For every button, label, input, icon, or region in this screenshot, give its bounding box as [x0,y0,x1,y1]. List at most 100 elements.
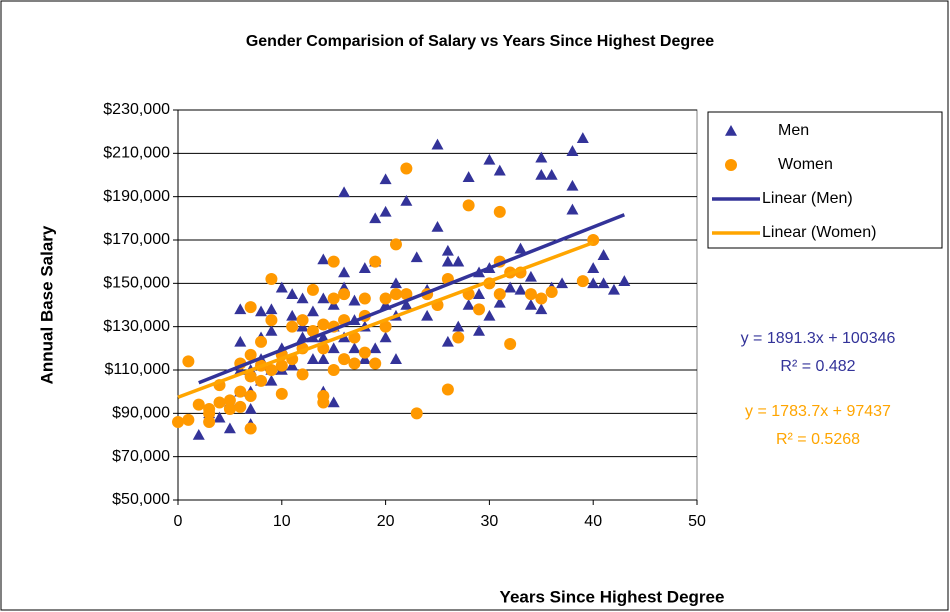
point-women [255,374,268,387]
y-tick-label: $190,000 [103,188,170,205]
point-men [348,342,361,354]
point-men [618,275,631,286]
point-women [493,205,506,218]
point-men [379,331,392,343]
y-tick-label: $230,000 [103,101,170,118]
point-men [483,309,496,321]
point-men [369,212,382,224]
point-men [358,262,371,273]
point-men [452,255,465,267]
point-men [431,138,444,150]
x-tick-label: 10 [273,513,291,530]
point-women [306,283,319,296]
point-men [255,305,268,317]
point-women [255,335,268,348]
legend-label: Men [778,122,809,139]
point-men [597,277,610,289]
point-women [389,238,402,251]
legend-label: Linear (Men) [762,190,853,207]
annotation: R² = 0.5268 [776,431,860,448]
x-axis-label: Years Since Highest Degree [500,587,725,606]
point-men [566,203,579,215]
point-women [545,286,558,298]
point-men [317,292,330,304]
point-women [265,273,278,285]
point-women [379,320,392,333]
x-tick-label: 50 [688,513,706,530]
point-women [182,413,195,426]
point-men [524,299,537,310]
point-men [607,283,620,295]
legend [707,111,943,249]
point-men [317,253,330,265]
point-women [244,370,257,383]
point-women [441,383,454,396]
x-tick-label: 0 [174,513,183,530]
point-women [410,407,423,420]
point-women [327,292,340,305]
point-women [317,390,330,402]
point-men [410,251,423,263]
point-women [369,357,382,370]
point-women [358,292,371,305]
y-tick-label: $50,000 [112,491,170,508]
point-men [452,320,465,332]
y-tick-label: $90,000 [112,405,170,422]
y-tick-label: $210,000 [103,145,170,162]
annotation: R² = 0.482 [780,358,855,375]
x-tick-label: 20 [377,513,395,530]
point-women [234,400,247,413]
point-men [576,132,589,143]
point-men [535,151,548,163]
point-women [493,288,506,301]
point-men [286,309,299,321]
annotation: y = 1783.7x + 97437 [745,403,891,420]
trend-line [198,213,625,385]
point-men [317,331,330,343]
point-women [400,162,413,175]
point-men [265,325,278,336]
point-men [306,305,319,317]
point-men [234,303,247,315]
point-women [213,396,226,409]
point-men [535,169,548,180]
point-men [348,294,361,306]
point-men [400,195,413,206]
point-men [400,299,413,310]
legend-marker [725,125,737,136]
y-tick-label: $130,000 [103,318,170,335]
point-women [462,199,475,212]
point-men [462,299,475,310]
point-women [348,357,361,370]
point-women [389,288,402,301]
point-women [317,318,330,331]
point-women [223,403,236,415]
point-men [587,262,600,273]
point-women [338,288,351,301]
point-women [203,416,216,428]
point-men [524,270,537,282]
point-men [244,403,257,414]
point-men [296,292,309,304]
point-women [296,314,309,327]
point-men [369,342,382,354]
point-women [234,385,247,398]
point-men [327,396,340,408]
chart-title: Gender Comparision of Salary vs Years Si… [246,33,714,50]
point-men [213,411,226,423]
point-men [473,288,486,299]
point-women [524,288,537,301]
point-men [306,353,319,364]
point-women [244,390,257,402]
point-women [400,288,413,301]
point-women [244,348,257,361]
legend-marker [725,159,737,171]
point-men [566,179,579,191]
point-women [379,292,392,305]
point-women [286,320,299,333]
point-men [587,277,600,289]
point-men [223,422,236,434]
point-men [327,342,340,354]
point-men [421,309,434,321]
point-women [504,338,517,350]
